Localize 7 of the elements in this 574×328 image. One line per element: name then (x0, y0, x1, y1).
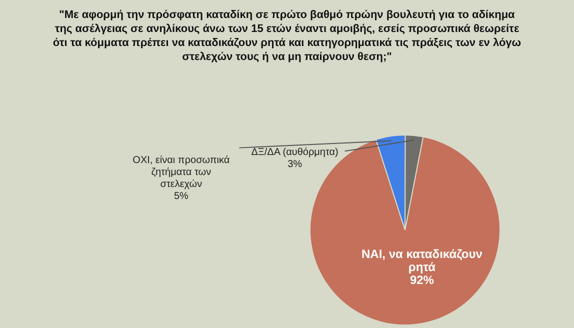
slice-label: ΝΑΙ, να καταδικάζουν ρητά (362, 247, 483, 274)
data-label: 92% (410, 273, 434, 288)
slice-label: ΔΞ/ΔΑ (αυθόρμητα) (251, 147, 338, 158)
data-label: 5% (174, 190, 189, 202)
chart-title: "Με αφορμή την πρόσφατη καταδίκη σε πρώτο βαθμό πρώην βουλευτή για το αδίκημα της ασέλγειας σε ανηλίκους άνω των 15 ετών έναντι αμοιβής, εσείς προσωπικά θεωρείτε ότι τα κόμματα πρέπει να καταδικάζουν ρητά και κατηγορηματικά τις πράξεις των εν λόγω στελεχών τους ή να μη παίρνουν θεση;" (52, 8, 522, 64)
data-label: 3% (288, 159, 302, 170)
slice-label: ΟΧΙ, είναι προσωπικά ζητήματα των στελεχών (132, 154, 230, 190)
